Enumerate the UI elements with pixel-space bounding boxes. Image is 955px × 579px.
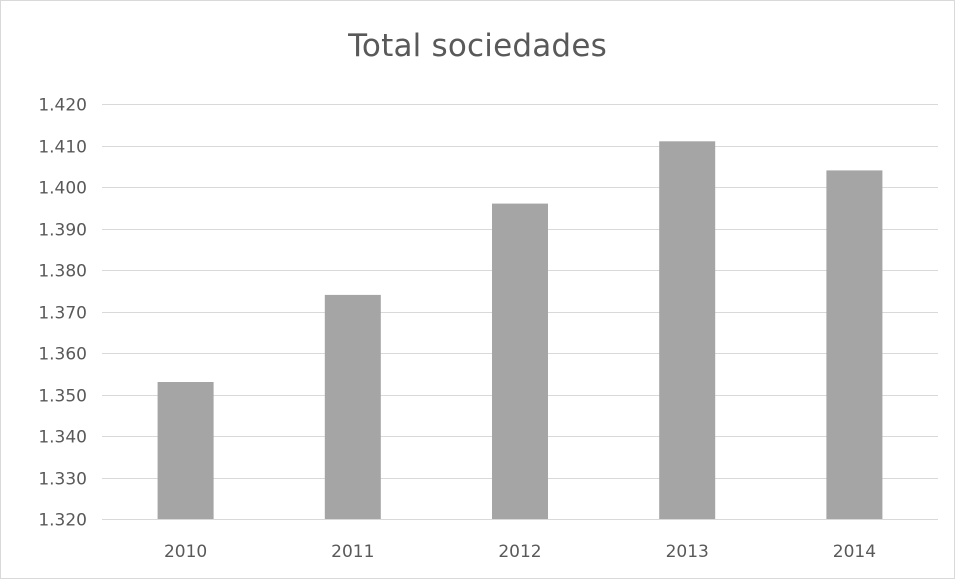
y-tick-label: 1.420 [38, 96, 87, 116]
x-tick-label: 2014 [833, 542, 876, 562]
y-tick-label: 1.400 [38, 179, 87, 199]
y-axis-tick-labels: 1.320 1.330 1.340 1.350 1.360 1.370 1.380 1.390… [38, 96, 87, 531]
x-tick-label: 2010 [164, 542, 207, 562]
y-tick-label: 1.410 [38, 138, 87, 158]
y-tick-label: 1.330 [38, 470, 87, 490]
x-tick-label: 2011 [331, 542, 374, 562]
chart-title: Total sociedades [348, 28, 607, 64]
bar-2012 [492, 203, 548, 519]
bar-2011 [324, 294, 381, 519]
bar-2014 [826, 170, 883, 519]
y-tick-label: 1.350 [38, 387, 87, 407]
y-tick-label: 1.320 [38, 511, 87, 531]
y-tick-label: 1.370 [38, 304, 87, 324]
y-tick-label: 1.360 [38, 345, 87, 365]
x-axis-tick-labels: 2010 2011 2012 2013 2014 [164, 542, 876, 562]
bar-2010 [157, 382, 214, 519]
x-tick-label: 2012 [498, 542, 541, 562]
bars [157, 141, 883, 520]
x-tick-label: 2013 [666, 542, 709, 562]
bar-2013 [659, 141, 716, 520]
y-tick-label: 1.390 [38, 221, 87, 241]
y-tick-label: 1.380 [38, 262, 87, 282]
y-tick-label: 1.340 [38, 428, 87, 448]
